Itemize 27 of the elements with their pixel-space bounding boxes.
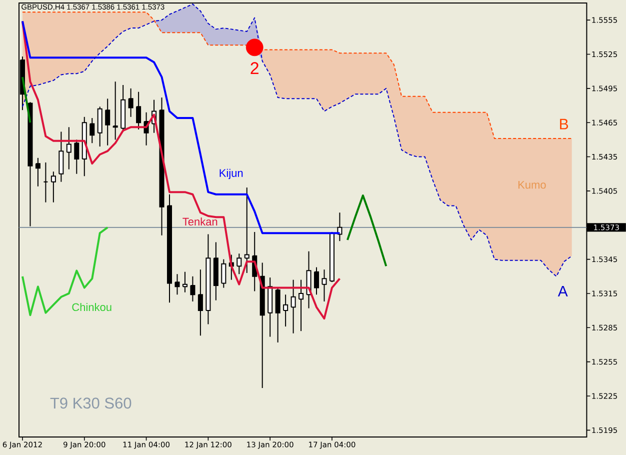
series-label: B <box>560 118 568 130</box>
candlestick <box>298 279 304 332</box>
candlestick <box>159 97 164 236</box>
series-label: Kijun <box>220 168 243 180</box>
candlestick <box>206 234 211 325</box>
candlestick <box>190 276 196 302</box>
candlestick <box>58 131 64 182</box>
series-label: A <box>558 286 568 296</box>
annotation: T9 K30 S60 <box>50 398 132 409</box>
candlestick <box>128 88 134 118</box>
series-label: Chinkou <box>72 302 112 312</box>
candlestick <box>174 274 180 296</box>
series-label: Tenkan <box>182 217 218 226</box>
candlestick <box>112 81 118 140</box>
candlestick <box>213 242 218 301</box>
candlestick <box>66 126 72 170</box>
candlestick <box>105 98 110 146</box>
candlestick <box>244 187 250 274</box>
series-label: 2 <box>250 62 258 74</box>
annotation: Kumo <box>518 181 546 189</box>
candlestick <box>322 269 327 302</box>
candlestick <box>283 294 288 328</box>
candlestick <box>268 277 273 338</box>
candlestick <box>290 279 296 334</box>
candlestick <box>182 271 188 293</box>
candlestick <box>166 194 172 304</box>
candlestick <box>198 269 203 336</box>
